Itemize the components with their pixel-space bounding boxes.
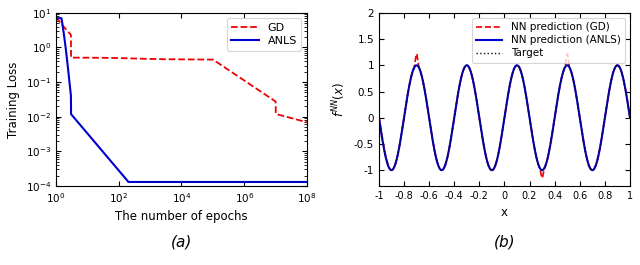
ANLS [98,149,106,152]
NN prediction (ANLS) [404,93,412,96]
Text: (a): (a) [171,234,192,249]
GD [98,56,106,59]
Legend: GD, ANLS: GD, ANLS [227,18,301,51]
ANLS [52,17,60,20]
Text: (b): (b) [493,234,515,249]
Target [483,156,490,159]
ANLS [148,180,156,184]
GD [216,62,223,65]
GD [148,58,156,61]
NN prediction (GD) [419,78,426,81]
Target [626,116,634,119]
Line: Target: Target [379,65,630,170]
NN prediction (ANLS) [375,116,383,119]
Y-axis label: $f^{NN}(x)$: $f^{NN}(x)$ [331,82,348,117]
ANLS [259,180,266,184]
GD [259,91,266,94]
Target [388,169,396,172]
Line: NN prediction (ANLS): NN prediction (ANLS) [379,65,630,170]
NN prediction (GD) [538,176,546,180]
Target [472,91,479,94]
NN prediction (ANLS) [472,91,479,94]
NN prediction (GD) [404,94,412,97]
NN prediction (ANLS) [621,87,629,90]
ANLS [216,180,223,184]
Y-axis label: Training Loss: Training Loss [7,61,20,138]
ANLS [303,180,311,184]
GD [303,121,311,124]
NN prediction (GD) [595,155,602,158]
Target [419,78,426,81]
NN prediction (ANLS) [595,156,602,159]
X-axis label: x: x [501,206,508,219]
NN prediction (GD) [626,116,634,119]
Target [404,93,412,96]
X-axis label: The number of epochs: The number of epochs [115,210,248,223]
NN prediction (ANLS) [483,156,490,159]
ANLS [203,180,211,184]
NN prediction (GD) [413,52,420,55]
Target [614,64,621,67]
NN prediction (ANLS) [614,64,621,67]
NN prediction (GD) [621,87,629,90]
GD [239,78,247,81]
ANLS [124,180,132,184]
Target [375,116,383,119]
ANLS [239,180,247,184]
GD [52,16,60,19]
Line: ANLS: ANLS [56,18,307,182]
GD [203,58,211,61]
NN prediction (ANLS) [419,78,426,81]
NN prediction (ANLS) [626,116,634,119]
NN prediction (ANLS) [388,169,396,172]
Legend: NN prediction (GD), NN prediction (ANLS), Target: NN prediction (GD), NN prediction (ANLS)… [472,18,625,63]
Target [595,156,602,159]
NN prediction (GD) [483,156,490,159]
NN prediction (GD) [375,114,383,117]
Target [621,87,629,90]
Line: NN prediction (GD): NN prediction (GD) [379,54,630,178]
NN prediction (GD) [472,91,479,94]
Line: GD: GD [56,17,307,122]
